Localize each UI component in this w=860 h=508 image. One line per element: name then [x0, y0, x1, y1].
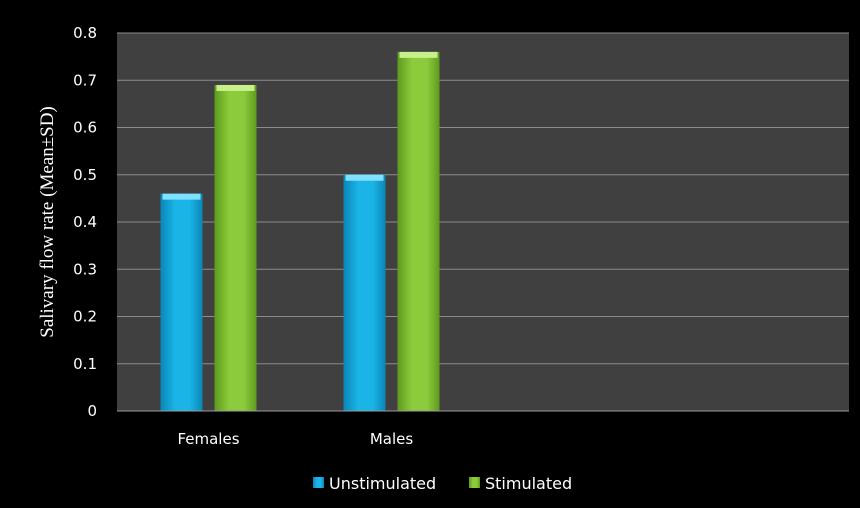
y-axis-label: Salivary flow rate (Mean±SD) — [37, 106, 58, 338]
category-label: Males — [370, 430, 414, 448]
y-tick-label: 0.3 — [73, 260, 97, 278]
bar-cap-stimulated — [216, 84, 255, 91]
legend-label-stimulated: Stimulated — [485, 474, 572, 493]
category-labels: Females Males — [177, 430, 413, 448]
y-tick-label: 0 — [87, 402, 97, 420]
y-tick-label: 0.1 — [73, 355, 97, 373]
bar-cap-unstimulated — [162, 193, 201, 200]
legend-label-unstimulated: Unstimulated — [329, 474, 436, 493]
y-tick-label: 0.6 — [73, 119, 97, 137]
y-tick-labels: 0 0.1 0.2 0.3 0.4 0.5 0.6 0.7 0.8 — [73, 24, 97, 420]
y-tick-label: 0.5 — [73, 166, 97, 184]
bar-cap-unstimulated — [345, 174, 384, 181]
bar-cap-stimulated — [399, 51, 438, 58]
y-tick-label: 0.7 — [73, 71, 97, 89]
bar-stimulated-males — [397, 51, 440, 412]
legend-swatch-unstimulated — [313, 477, 324, 488]
bar-unstimulated-males — [343, 174, 386, 411]
y-tick-label: 0.8 — [73, 24, 97, 42]
y-tick-label: 0.2 — [73, 308, 97, 326]
bar-unstimulated-females — [160, 193, 203, 411]
bar-stimulated-females — [214, 84, 257, 411]
bars — [160, 51, 440, 412]
category-label: Females — [177, 430, 239, 448]
y-tick-label: 0.4 — [73, 213, 97, 231]
legend: Unstimulated Stimulated — [313, 474, 572, 493]
legend-swatch-stimulated — [469, 477, 480, 488]
